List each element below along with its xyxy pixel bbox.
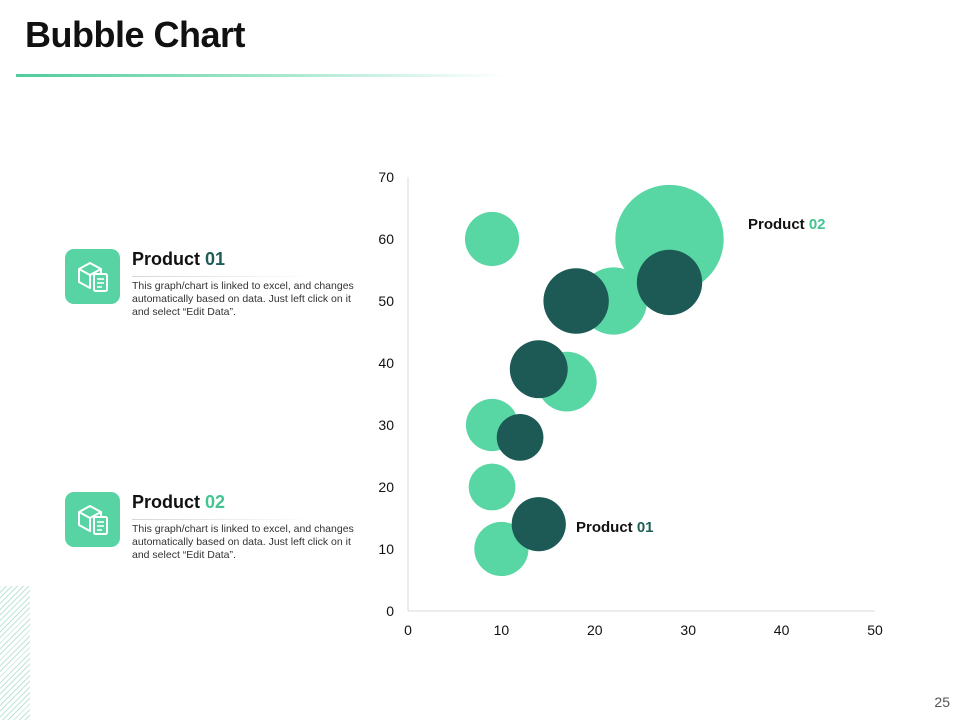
product-01-title-text: Product: [132, 249, 201, 269]
bubble-product-01: [636, 249, 703, 316]
series-label-product-02: Product 02: [748, 216, 826, 233]
x-tick-label: 20: [587, 622, 603, 638]
y-tick-label: 0: [386, 603, 394, 619]
product-02-title: Product 02: [132, 492, 225, 513]
chart-bubbles: [464, 184, 724, 577]
product-01-description: This graph/chart is linked to excel, and…: [132, 280, 354, 318]
series-label-product-01: Product 01: [576, 519, 654, 536]
product-01-title-number: 01: [205, 249, 226, 269]
y-tick-label: 60: [378, 231, 394, 247]
title-underline: [16, 74, 506, 77]
x-tick-label: 10: [494, 622, 510, 638]
product-01-title: Product 01: [132, 249, 225, 270]
product-01-divider: [132, 276, 312, 277]
series-label-number: 02: [809, 216, 826, 233]
slide-title: Bubble Chart: [25, 14, 246, 55]
product-02-description: This graph/chart is linked to excel, and…: [132, 523, 354, 561]
product-02-title-number: 02: [205, 492, 226, 512]
bubble-product-01: [511, 497, 566, 552]
bubble-product-02: [468, 463, 516, 511]
series-label-text: Product: [576, 519, 637, 536]
x-tick-label: 0: [404, 622, 412, 638]
y-tick-label: 50: [378, 293, 394, 309]
product-box-icon: [65, 249, 120, 304]
product-02-title-text: Product: [132, 492, 201, 512]
product-box-icon: [65, 492, 120, 547]
decorative-hatch: [0, 586, 30, 720]
page-number: 25: [934, 694, 950, 710]
series-label-text: Product: [748, 216, 809, 233]
y-tick-label: 70: [378, 169, 394, 185]
y-tick-label: 40: [378, 355, 394, 371]
x-tick-label: 50: [867, 622, 883, 638]
x-tick-label: 30: [680, 622, 696, 638]
bubble-product-01: [509, 340, 568, 399]
bubble-product-01: [496, 414, 544, 461]
y-tick-label: 30: [378, 417, 394, 433]
bubble-product-02: [464, 211, 520, 267]
y-tick-label: 20: [378, 479, 394, 495]
product-01-card: Product 01 This graph/chart is linked to…: [65, 249, 365, 319]
product-02-card: Product 02 This graph/chart is linked to…: [65, 492, 365, 562]
product-02-divider: [132, 519, 312, 520]
y-tick-label: 10: [378, 541, 394, 557]
series-label-number: 01: [637, 519, 654, 536]
bubble-product-01: [543, 268, 609, 334]
x-tick-label: 40: [774, 622, 790, 638]
